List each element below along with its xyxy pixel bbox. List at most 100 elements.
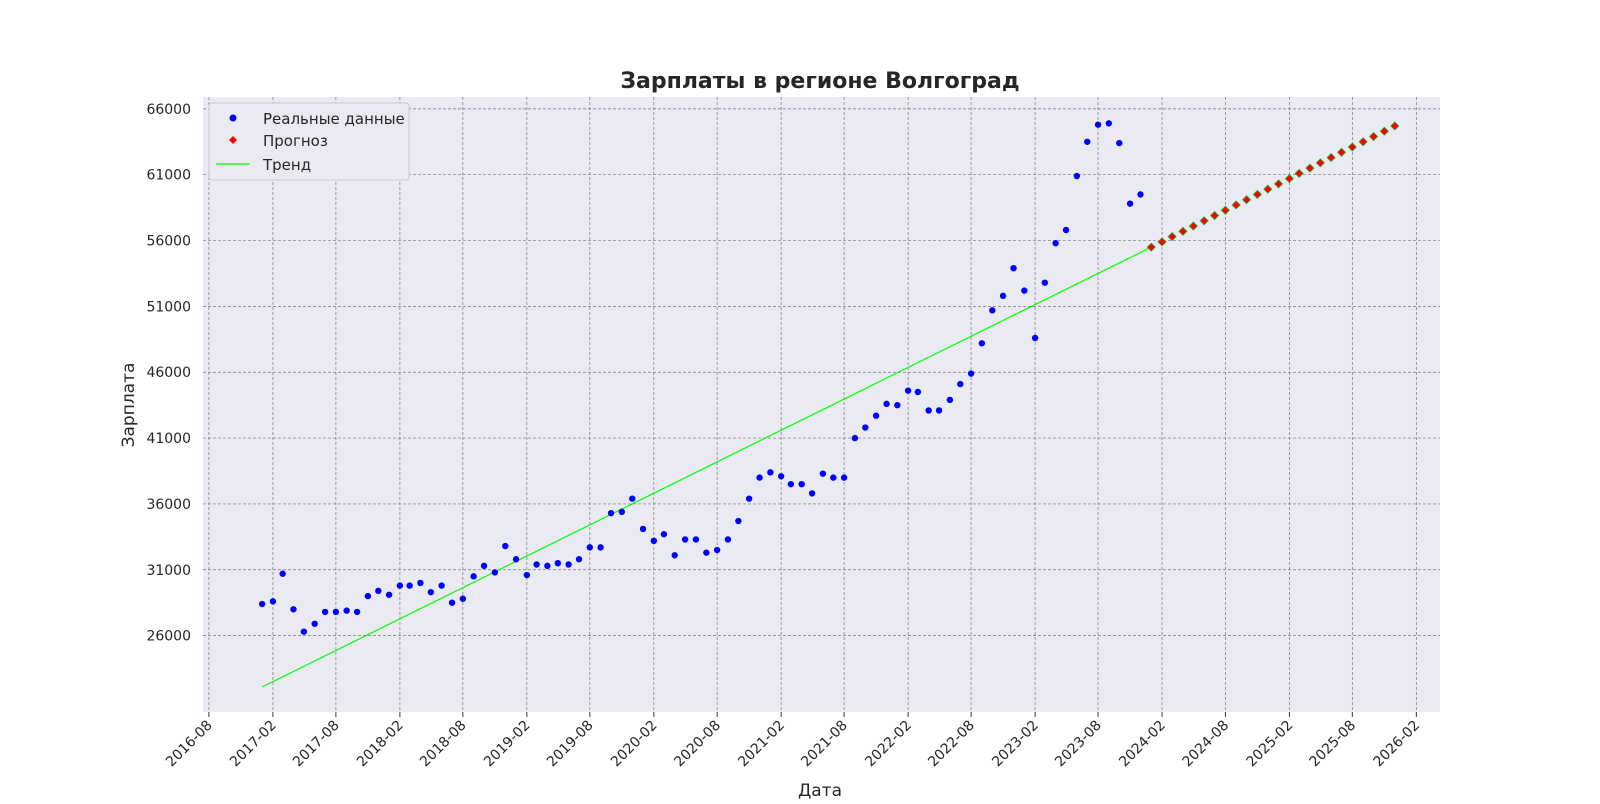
data-point bbox=[1062, 226, 1070, 234]
data-point bbox=[1041, 279, 1049, 286]
data-point bbox=[935, 407, 943, 414]
data-point bbox=[618, 508, 626, 516]
forecast-point bbox=[1167, 232, 1177, 242]
data-point bbox=[279, 570, 286, 577]
data-point bbox=[830, 474, 837, 481]
data-point bbox=[523, 571, 531, 579]
data-point bbox=[364, 592, 372, 600]
data-point bbox=[1021, 287, 1028, 294]
forecast-point bbox=[1146, 242, 1156, 252]
data-point bbox=[607, 509, 615, 517]
data-point bbox=[406, 582, 413, 589]
data-point bbox=[872, 412, 880, 419]
data-point bbox=[840, 474, 848, 481]
forecast-point bbox=[1210, 210, 1220, 221]
data-point bbox=[681, 536, 689, 543]
data-point bbox=[290, 606, 297, 613]
data-point bbox=[904, 387, 912, 394]
forecast-point bbox=[1157, 237, 1167, 247]
y-tick-label: 46000 bbox=[146, 365, 191, 381]
legend-label-trend: Тренд bbox=[262, 156, 311, 174]
y-tick-labels: 26000 31000 36000 41000 46000 51000 56000 61000… bbox=[146, 102, 191, 645]
forecast-point bbox=[1220, 205, 1230, 215]
data-point bbox=[417, 579, 424, 587]
legend-label-forecast: Прогноз bbox=[263, 132, 328, 150]
data-point bbox=[470, 573, 477, 580]
data-point bbox=[978, 340, 986, 347]
data-point bbox=[925, 407, 932, 414]
data-point bbox=[883, 400, 890, 408]
data-point bbox=[756, 474, 763, 481]
legend-marker-actual bbox=[229, 114, 237, 122]
data-point bbox=[396, 582, 404, 589]
data-point bbox=[512, 556, 520, 563]
data-point bbox=[533, 561, 540, 568]
data-point bbox=[894, 401, 901, 409]
forecast-point bbox=[1379, 126, 1389, 136]
plot-area bbox=[203, 97, 1440, 712]
forecast-point bbox=[1326, 153, 1336, 163]
data-point bbox=[660, 531, 668, 538]
data-point bbox=[946, 396, 954, 404]
legend: Реальные данные Прогноз Тренд bbox=[208, 102, 410, 181]
data-point bbox=[787, 480, 795, 488]
data-point bbox=[703, 549, 710, 556]
forecast-point bbox=[1358, 137, 1368, 147]
y-tick-label: 61000 bbox=[146, 168, 191, 184]
y-tick-label: 26000 bbox=[146, 629, 191, 645]
data-point bbox=[1105, 120, 1113, 127]
forecast-point bbox=[1368, 131, 1379, 142]
data-point bbox=[597, 544, 604, 551]
legend-label-actual: Реальные данные bbox=[263, 110, 405, 128]
data-point bbox=[480, 562, 488, 570]
data-point bbox=[321, 608, 329, 616]
y-tick-label: 31000 bbox=[146, 563, 191, 579]
data-point bbox=[735, 517, 742, 525]
data-point bbox=[575, 556, 583, 563]
series-layer bbox=[258, 120, 1400, 688]
data-point bbox=[1031, 334, 1039, 342]
forecast-point bbox=[1305, 163, 1315, 173]
data-point bbox=[459, 595, 467, 602]
data-point bbox=[650, 537, 658, 545]
data-point bbox=[767, 469, 774, 476]
y-axis-title: Зарплата bbox=[119, 363, 139, 448]
data-point bbox=[554, 559, 562, 567]
data-point bbox=[438, 582, 445, 589]
forecast-point bbox=[1274, 179, 1284, 189]
data-point bbox=[957, 380, 964, 388]
forecast-point bbox=[1336, 147, 1347, 157]
data-point bbox=[671, 552, 678, 559]
data-point bbox=[724, 536, 732, 543]
forecast-point bbox=[1178, 226, 1188, 236]
forecast-point bbox=[1294, 168, 1304, 178]
data-point bbox=[311, 620, 318, 627]
data-point bbox=[819, 470, 827, 477]
data-point bbox=[300, 628, 308, 635]
data-point bbox=[777, 473, 785, 480]
y-tick-label: 36000 bbox=[146, 497, 191, 513]
data-point bbox=[491, 569, 499, 576]
data-point bbox=[375, 587, 382, 595]
data-point bbox=[713, 546, 721, 554]
data-point bbox=[586, 544, 594, 551]
trend-line bbox=[261, 246, 1152, 688]
data-point bbox=[385, 591, 393, 598]
forecast-point bbox=[1390, 121, 1400, 131]
data-point bbox=[1116, 139, 1123, 147]
data-point bbox=[269, 598, 277, 605]
data-point bbox=[1094, 121, 1102, 128]
data-point bbox=[692, 536, 700, 543]
forecast-point bbox=[1347, 142, 1357, 152]
data-point bbox=[629, 495, 636, 502]
data-point bbox=[1084, 138, 1091, 145]
data-point bbox=[1073, 172, 1081, 180]
x-axis-title: Дата bbox=[798, 781, 842, 800]
data-point bbox=[745, 495, 753, 502]
data-point bbox=[343, 607, 350, 614]
chart-title: Зарплаты в регионе Волгоград bbox=[620, 69, 1019, 94]
forecast-point bbox=[1188, 221, 1198, 231]
data-point bbox=[565, 561, 572, 568]
